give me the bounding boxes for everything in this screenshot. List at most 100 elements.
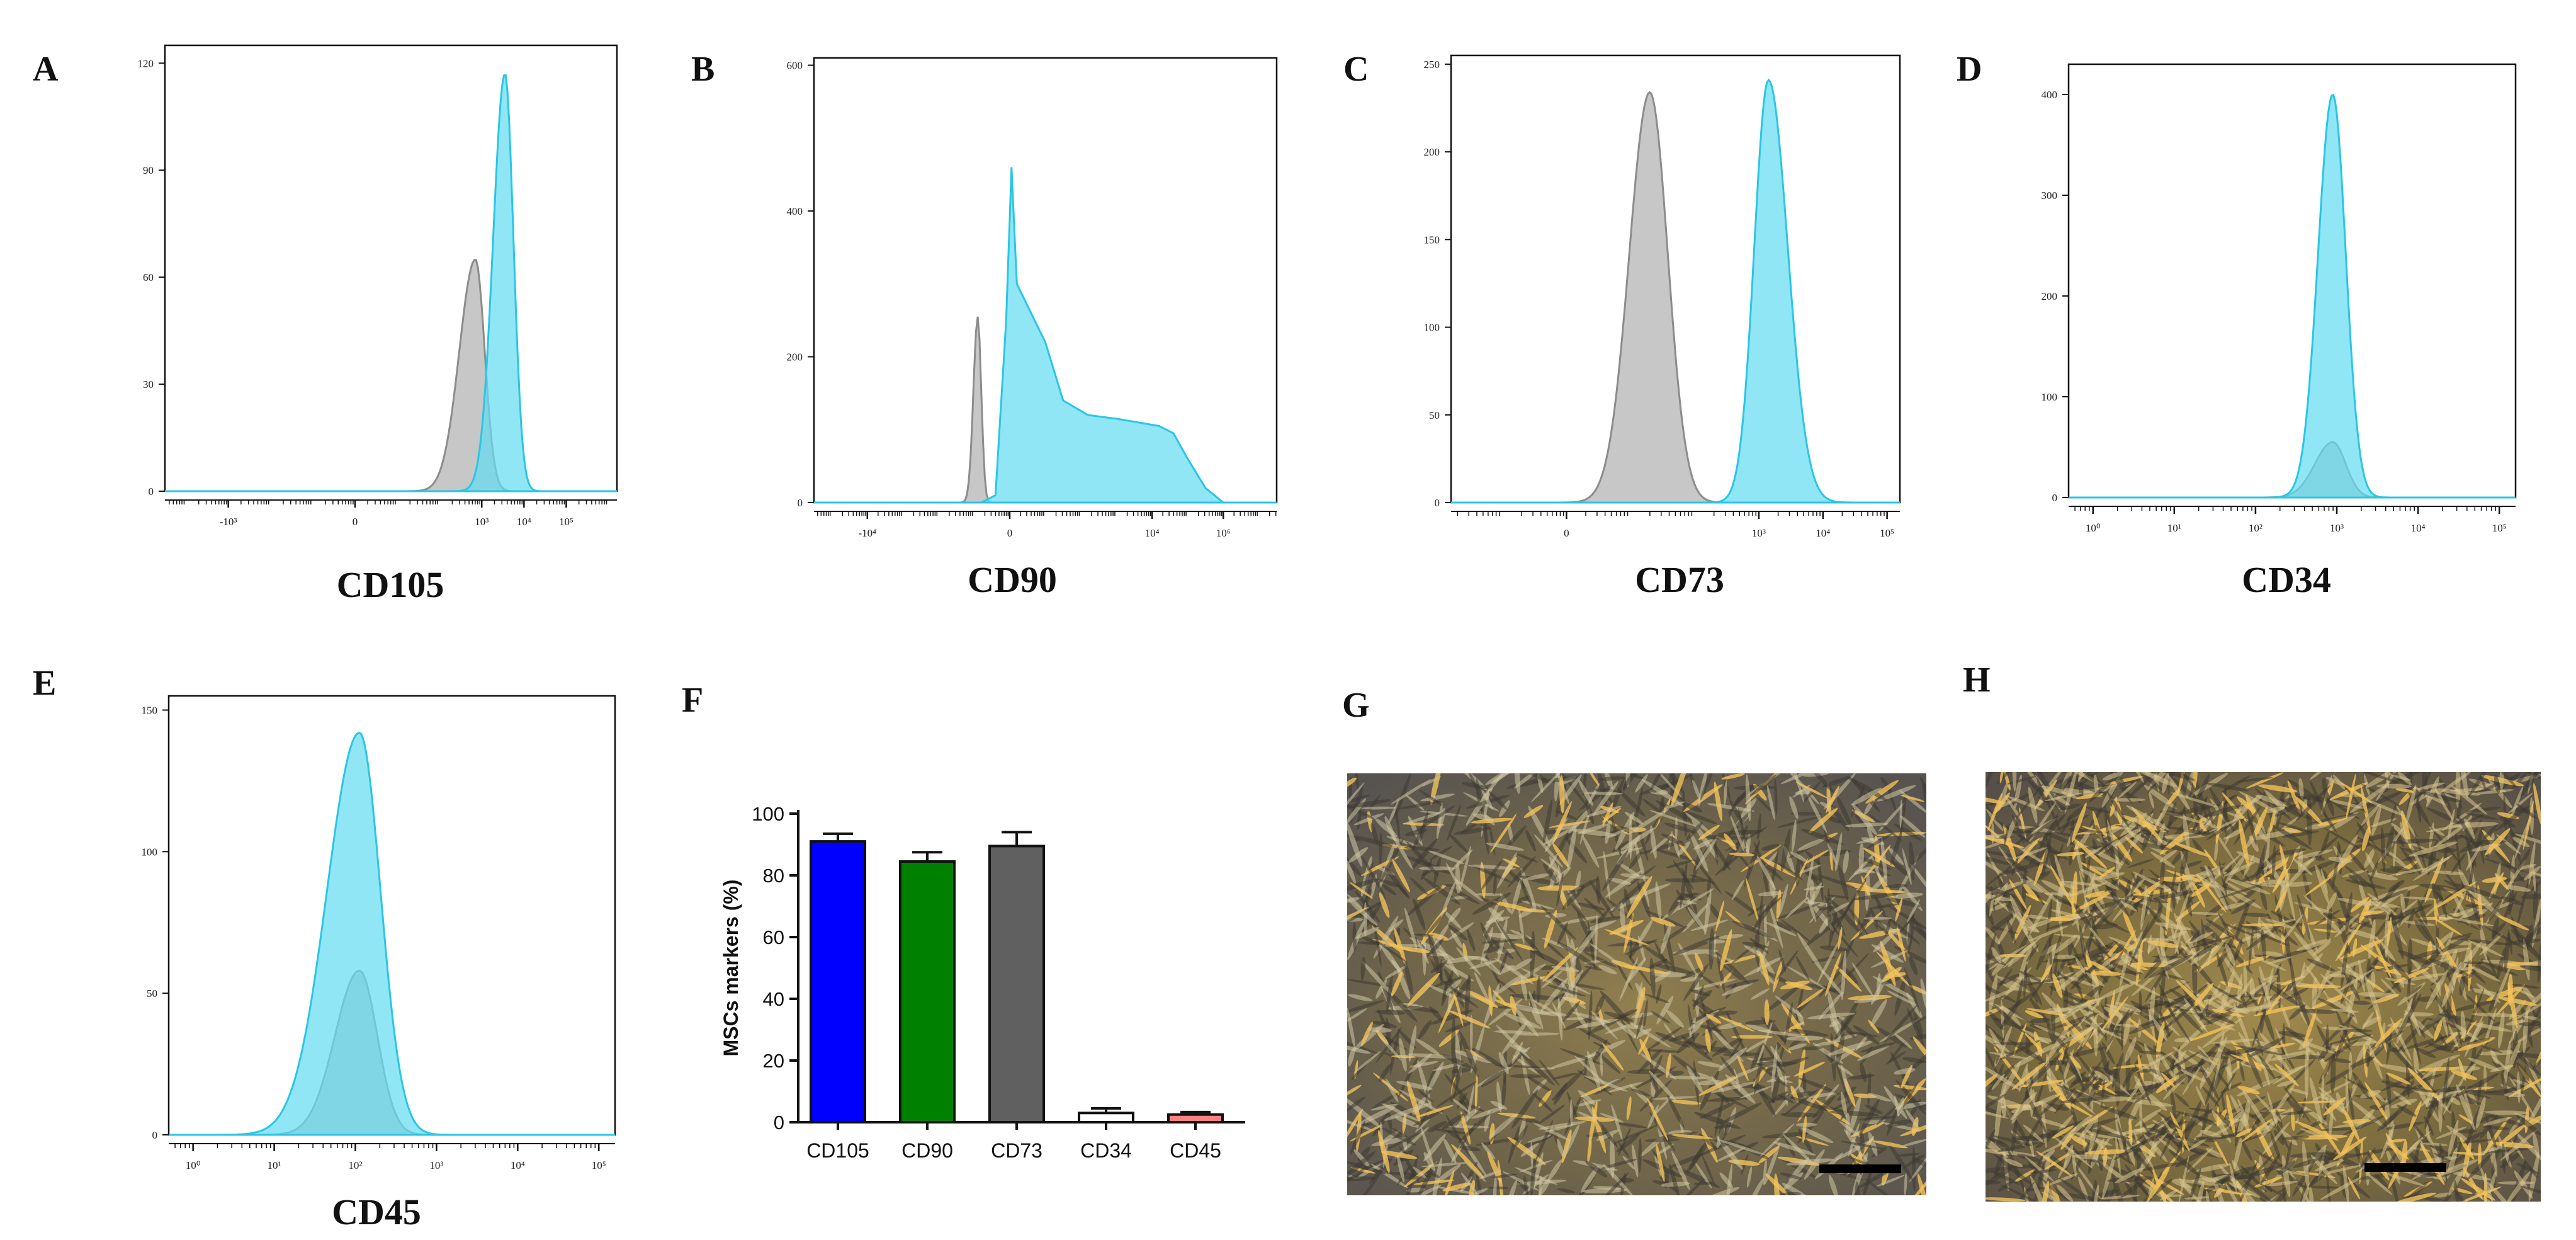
cell-shape [1347, 1096, 1382, 1129]
cell-shape [2286, 851, 2295, 870]
cell-shape [1920, 978, 1926, 1011]
cell-shape [1607, 940, 1658, 947]
cell-shape [1673, 860, 1694, 890]
cell-shape [1632, 1144, 1639, 1178]
x-tick-label: 10³ [1752, 527, 1766, 539]
bar-y-tick-label: 80 [763, 865, 784, 887]
cell-shape [2046, 1054, 2052, 1093]
cell-shape [2189, 1168, 2201, 1200]
cell-shape [2459, 1186, 2502, 1202]
cell-shape [1760, 1123, 1795, 1157]
cell-shape [1647, 1026, 1683, 1050]
cell-shape [1347, 853, 1362, 877]
cell-shape [1357, 811, 1362, 830]
cell-shape [2527, 1084, 2541, 1127]
cell-shape [1666, 773, 1679, 788]
cell-shape [2098, 1137, 2110, 1152]
x-tick-label: 10³ [2330, 522, 2344, 534]
cell-shape [1886, 1107, 1899, 1136]
cell-shape [1489, 1113, 1518, 1139]
histogram-positive-d [2069, 93, 2516, 499]
cell-shape [1906, 899, 1920, 923]
cell-shape [1986, 933, 1996, 977]
cell-shape [2052, 974, 2063, 998]
cell-shape [1488, 907, 1504, 922]
cell-shape [2451, 853, 2466, 873]
cell-shape [1514, 773, 1521, 794]
cell-shape [1440, 880, 1456, 918]
y-tick-label: 100 [142, 846, 158, 858]
cell-shape [2128, 1017, 2160, 1044]
cell-shape [2468, 772, 2494, 797]
cell-shape [2093, 1016, 2098, 1057]
cell-shape [2082, 1013, 2099, 1048]
cell-shape [1839, 1120, 1861, 1137]
cell-shape [1543, 799, 1553, 843]
cell-shape [1830, 924, 1859, 958]
cell-shape [1780, 829, 1791, 872]
cell-shape [2184, 1196, 2210, 1200]
cell-shape [2203, 1010, 2235, 1025]
cell-shape [2071, 1149, 2077, 1177]
cell-shape [1388, 919, 1403, 933]
cell-shape [1808, 773, 1834, 793]
cell-shape [2132, 895, 2169, 904]
cell-shape [2138, 991, 2142, 1016]
cell-shape [1780, 1112, 1818, 1118]
cell-shape [2297, 1008, 2337, 1014]
cell-shape [1347, 1161, 1386, 1175]
cell-shape [1404, 829, 1428, 836]
cell-shape [1764, 999, 1770, 1025]
bar-y-tick-label: 20 [763, 1050, 784, 1072]
cell-shape [1378, 1062, 1392, 1083]
cell-shape [1380, 879, 1400, 887]
cell-shape [1460, 821, 1479, 834]
cell-shape [1354, 890, 1381, 923]
cell-shape [2408, 1016, 2421, 1065]
cell-shape [1347, 1007, 1356, 1050]
cell-shape [2004, 795, 2025, 824]
cell-shape [1763, 1159, 1767, 1186]
cell-shape [1801, 1127, 1834, 1144]
cell-shape [2258, 784, 2298, 793]
cell-shape [1997, 940, 2005, 959]
cell-shape [2256, 1195, 2274, 1202]
cell-shape [1455, 862, 1460, 894]
cell-shape [1797, 932, 1825, 975]
cell-shape [2380, 1124, 2395, 1159]
cell-shape [1611, 1104, 1623, 1140]
cell-shape [2095, 824, 2109, 855]
cell-shape [2262, 951, 2285, 958]
cell-shape [2432, 917, 2463, 936]
cell-shape [2324, 828, 2361, 850]
cell-shape [1986, 885, 2018, 899]
cell-shape [2251, 1185, 2290, 1202]
cell-shape [1859, 1098, 1880, 1135]
cell-shape [2499, 997, 2538, 1006]
cell-shape [2288, 793, 2334, 802]
cell-shape [2205, 1190, 2210, 1202]
cell-shape [1543, 863, 1557, 883]
cell-shape [2259, 1118, 2278, 1139]
cell-shape [1804, 850, 1829, 865]
cell-shape [1465, 974, 1471, 1018]
cell-shape [2058, 1114, 2093, 1146]
cell-shape [2130, 1130, 2169, 1150]
cell-shape [2013, 847, 2048, 860]
cell-shape [2220, 999, 2258, 1015]
cell-shape [2042, 880, 2070, 896]
cell-shape [1347, 1151, 1376, 1181]
cell-shape [2463, 1132, 2483, 1144]
cell-shape [2312, 940, 2331, 956]
y-tick-label: 400 [2042, 89, 2058, 101]
cell-shape [1347, 899, 1386, 924]
cell-shape [1690, 919, 1729, 931]
cell-shape [1481, 860, 1502, 890]
cell-shape [2161, 947, 2169, 970]
panel-g-microscopy: G [1342, 686, 1926, 1195]
cell-shape [1834, 833, 1843, 872]
bar-category-label: CD45 [1170, 1139, 1221, 1162]
cell-shape [1692, 780, 1701, 800]
cell-shape [1547, 1159, 1562, 1181]
